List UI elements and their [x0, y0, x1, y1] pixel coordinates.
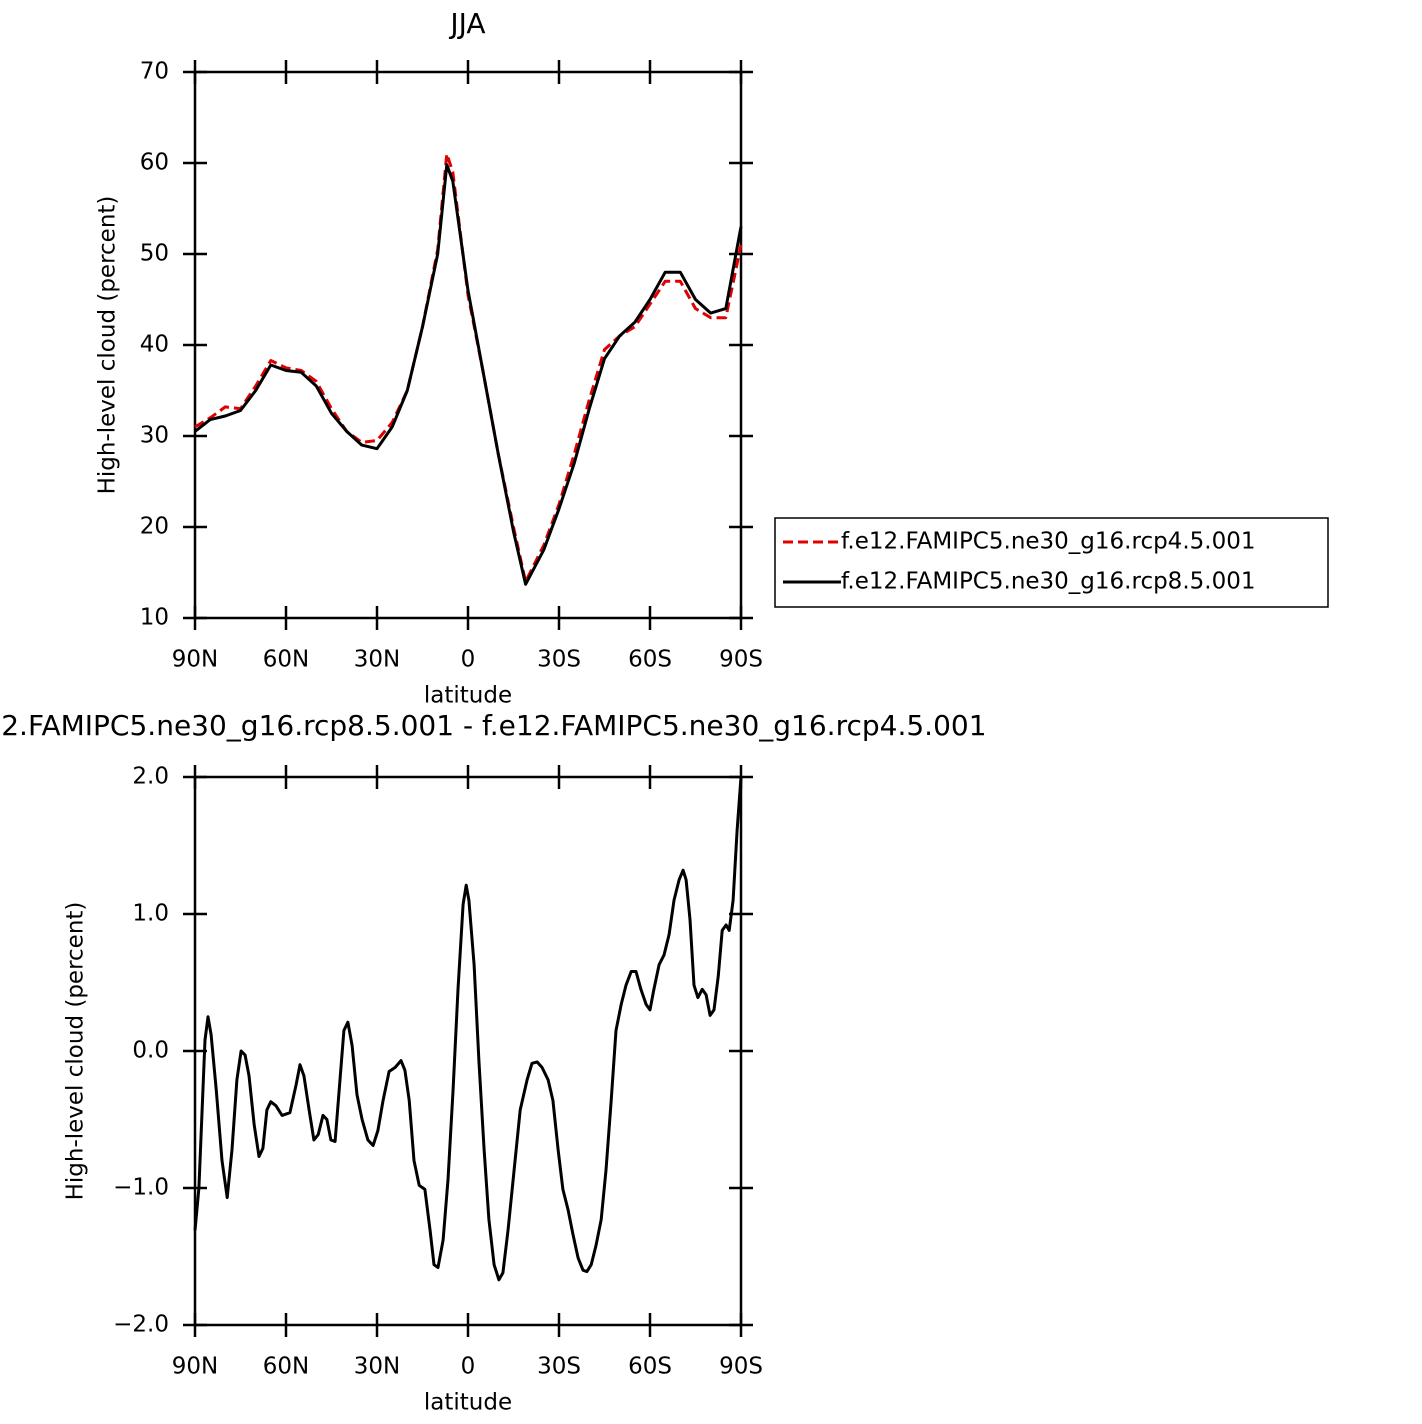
x-tick-label: 30N [354, 647, 400, 673]
y-tick-label: 60 [140, 150, 169, 176]
y-tick-label: 50 [140, 241, 169, 267]
legend-label: f.e12.FAMIPC5.ne30_g16.rcp4.5.001 [841, 529, 1255, 555]
x-tick-label: 60S [628, 1354, 672, 1380]
legend-label: f.e12.FAMIPC5.ne30_g16.rcp8.5.001 [841, 569, 1255, 595]
x-tick-label: 90S [719, 647, 763, 673]
y-tick-label: 30 [140, 423, 169, 449]
x-tick-label: 30N [354, 1354, 400, 1380]
y-tick-label: −1.0 [113, 1175, 169, 1201]
x-tick-label: 90N [172, 647, 218, 673]
y-tick-label: 0.0 [132, 1038, 169, 1064]
y-tick-label: 20 [140, 514, 169, 540]
y-tick-label: 10 [140, 605, 169, 631]
x-tick-label: 30S [537, 647, 581, 673]
y-axis-label: High-level cloud (percent) [95, 196, 121, 495]
chart-title: JJA [448, 7, 485, 40]
plot-frame [193, 70, 743, 620]
x-tick-label: 60N [263, 1354, 309, 1380]
x-tick-label: 30S [537, 1354, 581, 1380]
x-tick-label: 0 [461, 647, 476, 673]
plot-frame [193, 775, 743, 1327]
y-axis-label: High-level cloud (percent) [63, 902, 89, 1201]
y-tick-label: 2.0 [132, 764, 169, 790]
x-tick-label: 60S [628, 647, 672, 673]
x-axis-label: latitude [424, 683, 512, 709]
data-line [193, 776, 743, 1282]
x-tick-label: 90N [172, 1354, 218, 1380]
legend-box [774, 517, 1329, 608]
data-line [194, 163, 743, 586]
y-tick-label: 1.0 [132, 901, 169, 927]
chart-title: f.e12.FAMIPC5.ne30_g16.rcp8.5.001 - f.e1… [0, 709, 987, 742]
x-tick-label: 60N [263, 647, 309, 673]
legend [774, 517, 1329, 608]
y-tick-label: 40 [140, 332, 169, 358]
y-tick-label: −2.0 [113, 1312, 169, 1338]
x-tick-label: 0 [461, 1354, 476, 1380]
y-tick-label: 70 [140, 59, 169, 85]
x-tick-label: 90S [719, 1354, 763, 1380]
x-axis-label: latitude [424, 1390, 512, 1416]
